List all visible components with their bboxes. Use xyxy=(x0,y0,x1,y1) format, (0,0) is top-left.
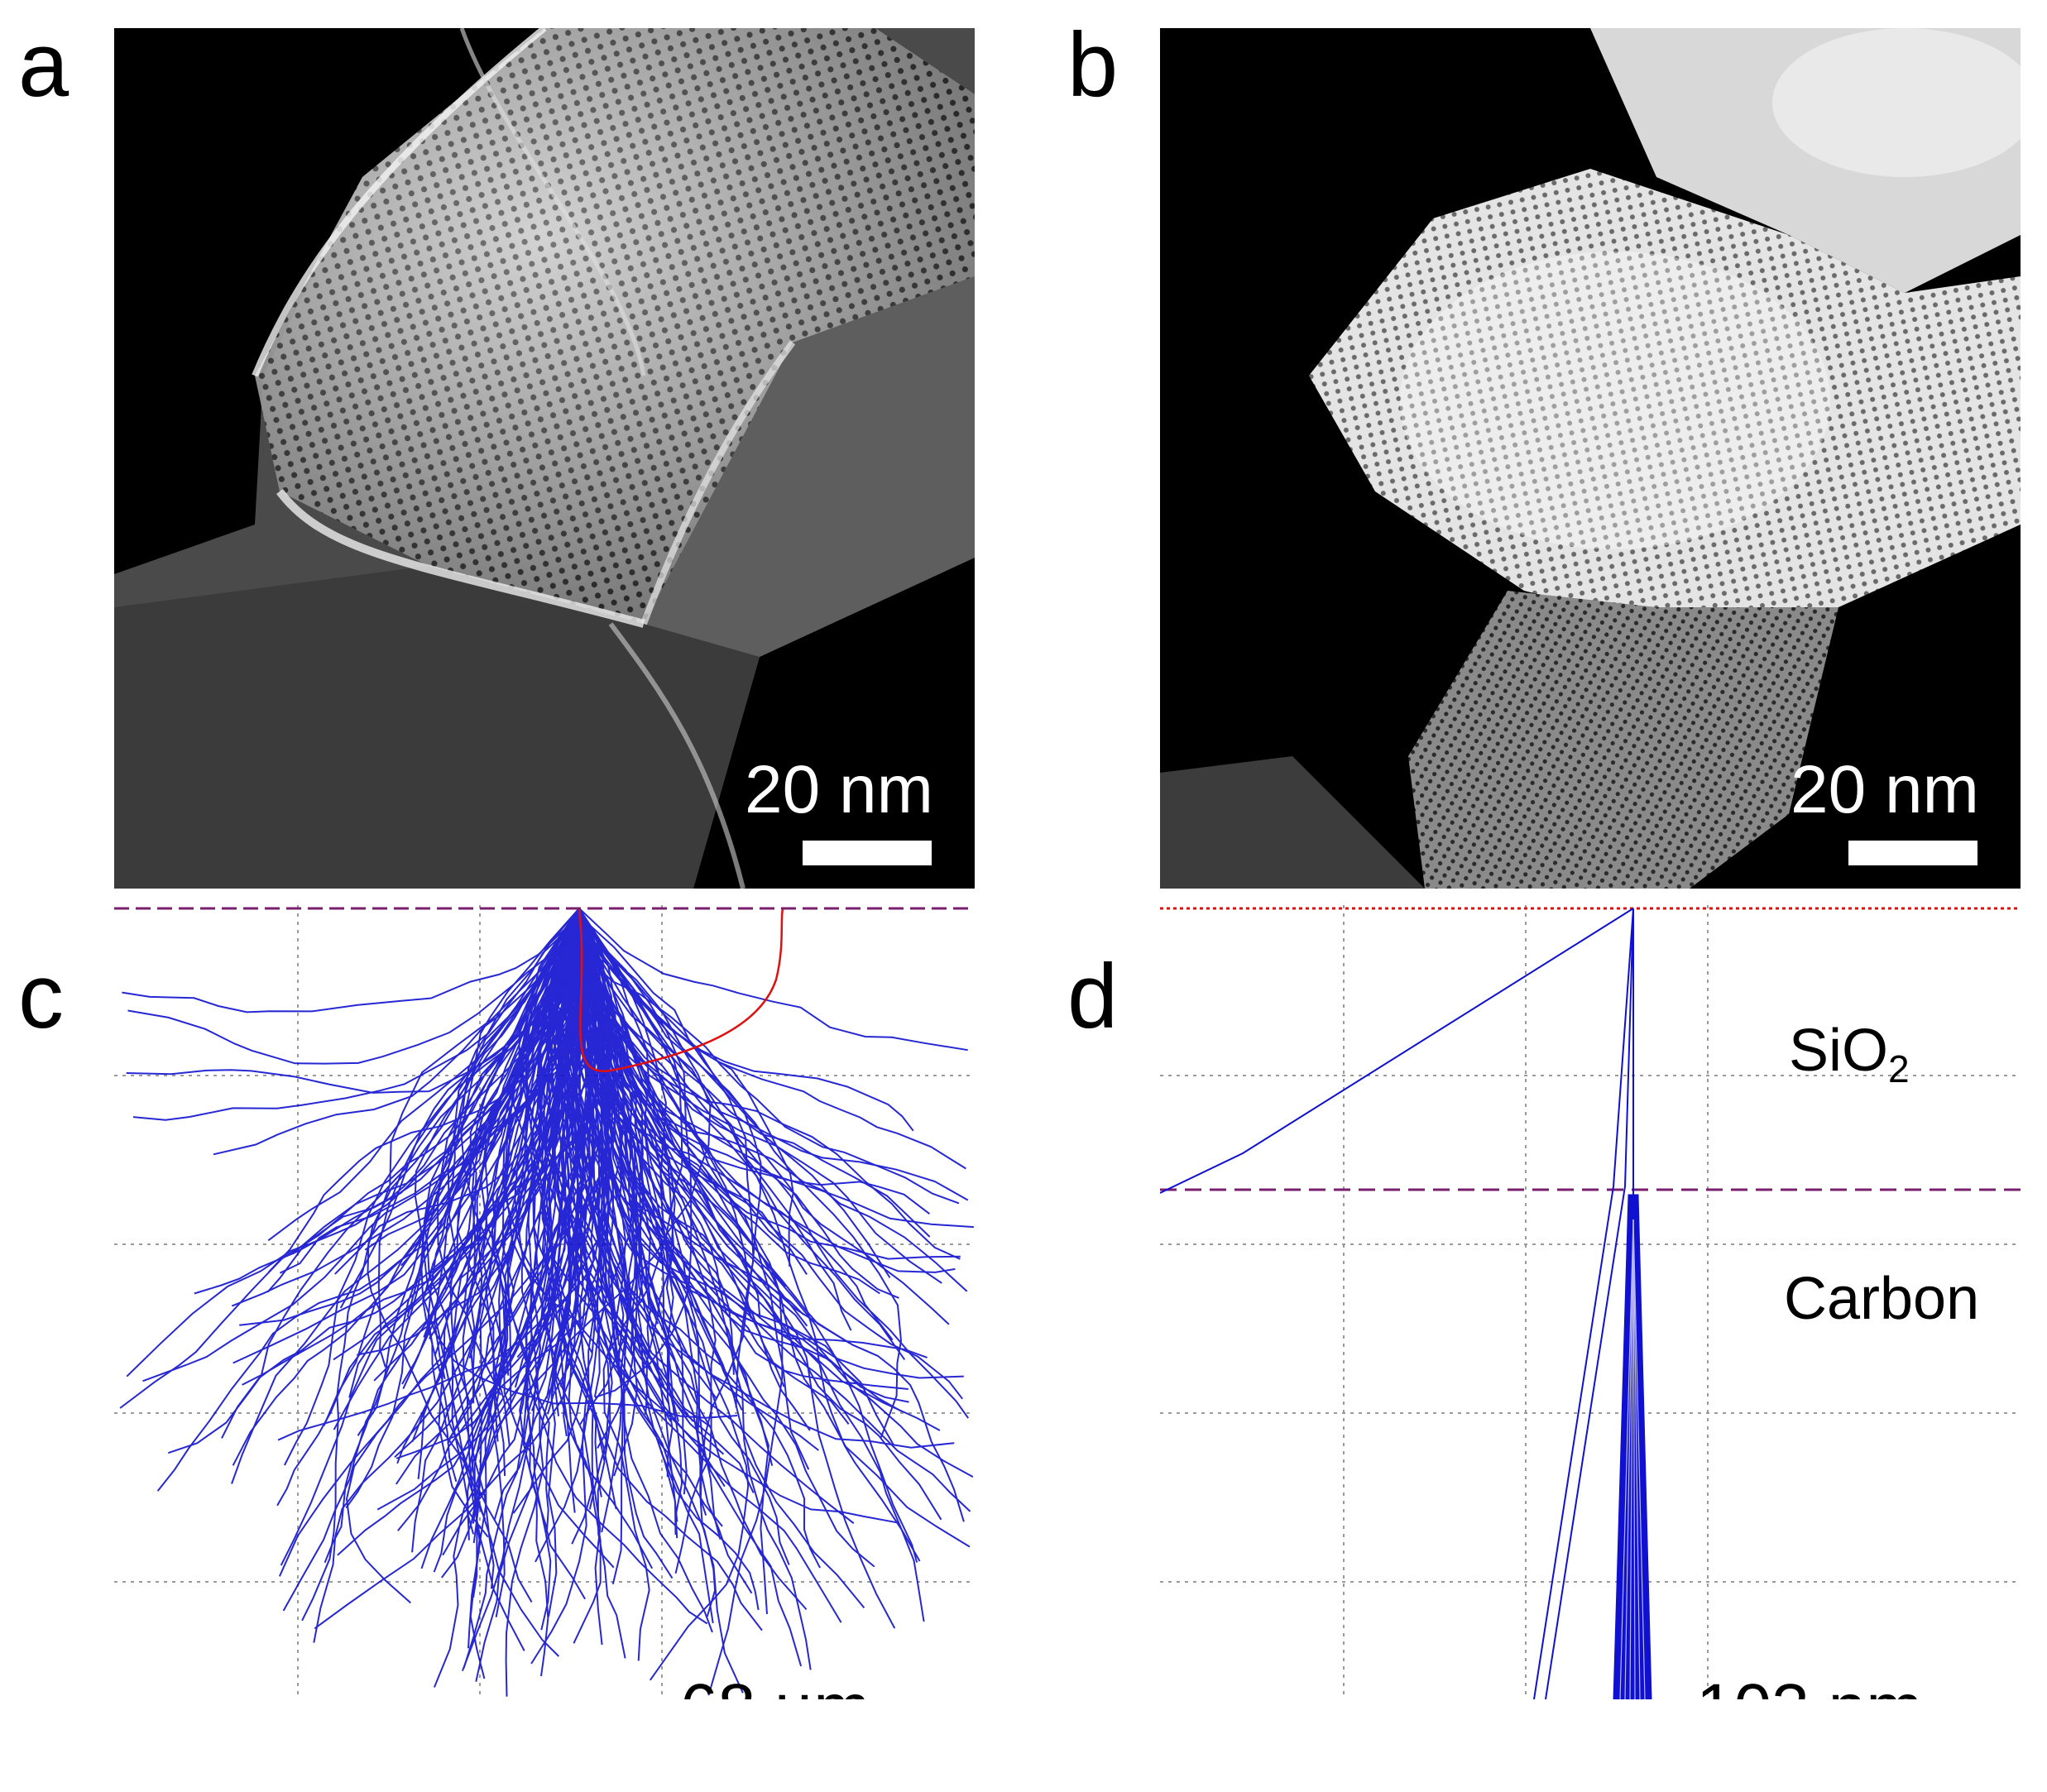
panel-c-trajectory xyxy=(126,908,580,1378)
scale-label-c: 68 µm xyxy=(680,1675,870,1700)
panel-c-trajectory xyxy=(573,908,903,1413)
panel-c-trajectory xyxy=(578,908,784,1696)
panel-c-trajectory xyxy=(578,908,914,1132)
panel-c-trajectory xyxy=(578,908,880,1295)
panel-c-trajectory xyxy=(433,908,582,1688)
panel-letter-d: d xyxy=(1067,946,1119,1047)
layer-label-sio2-text: SiO xyxy=(1789,1018,1889,1084)
panel-c-trajectory xyxy=(462,908,580,1651)
panel-d-beam-cone-line xyxy=(1632,1219,1641,1699)
trajectory-plot-d xyxy=(1160,905,2021,1699)
micrograph-b: 20 nm xyxy=(1160,28,2021,889)
panel-d-beam-cone-line xyxy=(1624,1219,1634,1699)
panel-d-trajectory xyxy=(1545,908,1634,1699)
panel-c-trajectory xyxy=(441,908,596,1579)
panel-c-trajectory xyxy=(575,908,855,1524)
panel-c-trajectory xyxy=(573,908,725,1368)
panel-c-trajectory xyxy=(564,908,850,1425)
panel-c-trajectory xyxy=(526,908,587,1368)
panel-c-trajectory xyxy=(127,908,580,1065)
trajectory-plot-c xyxy=(114,905,975,1699)
panel-c-trajectory xyxy=(516,908,606,1358)
panel-c-trajectory xyxy=(333,908,580,1361)
panel-c-trajectory xyxy=(568,908,625,1533)
panel-c-trajectory xyxy=(548,908,593,1617)
panel-d-trajectory xyxy=(1160,908,1634,1194)
panel-letter-b: b xyxy=(1067,14,1119,116)
scale-label-b: 20 nm xyxy=(1791,752,1979,827)
panel-c-trajectory xyxy=(519,908,602,1600)
layer-label-carbon: Carbon xyxy=(1784,1266,1980,1332)
panel-c-trajectory xyxy=(337,908,580,1556)
panel-c-trajectories xyxy=(119,908,974,1697)
layer-label-sio2-subscript: 2 xyxy=(1888,1047,1910,1090)
layer-label-sio2: SiO2 xyxy=(1789,1021,1910,1088)
panel-c-trajectory xyxy=(479,908,580,1617)
panel-c-trajectory xyxy=(578,908,744,1694)
scale-label-a: 20 nm xyxy=(745,752,933,827)
panel-c-trajectory xyxy=(578,908,895,1446)
panel-d-beam-cone-line xyxy=(1619,1219,1634,1699)
panel-c-trajectory xyxy=(573,908,974,1478)
panel-letter-c: c xyxy=(18,946,64,1047)
panel-c-trajectory xyxy=(451,908,580,1540)
scale-bar-a xyxy=(803,841,932,865)
panel-c-trajectory xyxy=(578,908,968,1052)
panel-c-trajectory xyxy=(578,908,968,1292)
panel-c-trajectory xyxy=(278,908,602,1577)
panel-c-trajectory xyxy=(414,908,580,1657)
trajectory-simulation-d: SiO2 Carbon 103 nm xyxy=(1160,905,2021,1699)
micrograph-b-image xyxy=(1160,28,2021,889)
panel-c-trajectory xyxy=(194,908,580,1295)
panel-c-trajectory xyxy=(578,908,903,1438)
panel-c-trajectory xyxy=(122,908,580,1013)
panel-c-trajectory xyxy=(132,908,580,1121)
panel-c-trajectory xyxy=(469,908,580,1679)
panel-d-beam-cone-line xyxy=(1632,1219,1636,1699)
panel-d-trajectory xyxy=(1533,908,1634,1699)
panel-c-trajectory xyxy=(578,908,942,1284)
panel-c-trajectory xyxy=(554,908,750,1681)
panel-c-trajectory xyxy=(555,908,819,1451)
panel-c-trajectory xyxy=(530,908,654,1569)
panel-c-trajectory xyxy=(568,908,804,1315)
scale-label-d: 103 nm xyxy=(1696,1675,1923,1700)
panel-d-beam-cone-line xyxy=(1629,1219,1634,1699)
panel-c-backscatter-trajectory xyxy=(578,908,784,1072)
panel-c-trajectory xyxy=(333,908,580,1430)
panel-c-trajectory xyxy=(482,908,580,1357)
panel-c-trajectory xyxy=(554,908,604,1644)
trajectory-simulation-c: 68 µm xyxy=(114,905,975,1699)
panel-letter-a: a xyxy=(18,14,70,116)
panel-c-trajectory xyxy=(427,908,580,1483)
scale-bar-b xyxy=(1848,841,1977,865)
panel-c-trajectory xyxy=(556,908,723,1527)
panel-d-beam-cone-line xyxy=(1632,1219,1646,1699)
panel-c-trajectory xyxy=(291,908,580,1255)
panel-d-trajectories xyxy=(1160,908,1634,1699)
panel-c-trajectory xyxy=(578,908,969,1201)
panel-c-trajectory xyxy=(578,908,961,1260)
panel-c-trajectory xyxy=(282,908,580,1612)
micrograph-a-image xyxy=(114,28,975,889)
panel-c-trajectory xyxy=(119,908,580,1409)
micrograph-a: 20 nm xyxy=(114,28,975,889)
panel-c-trajectory xyxy=(578,908,960,1205)
panel-d-beam-cone-lines xyxy=(1619,1219,1646,1699)
panel-c-trajectory xyxy=(442,908,619,1556)
panel-c-trajectory xyxy=(563,908,589,1375)
panel-c-trajectory xyxy=(377,908,580,1368)
